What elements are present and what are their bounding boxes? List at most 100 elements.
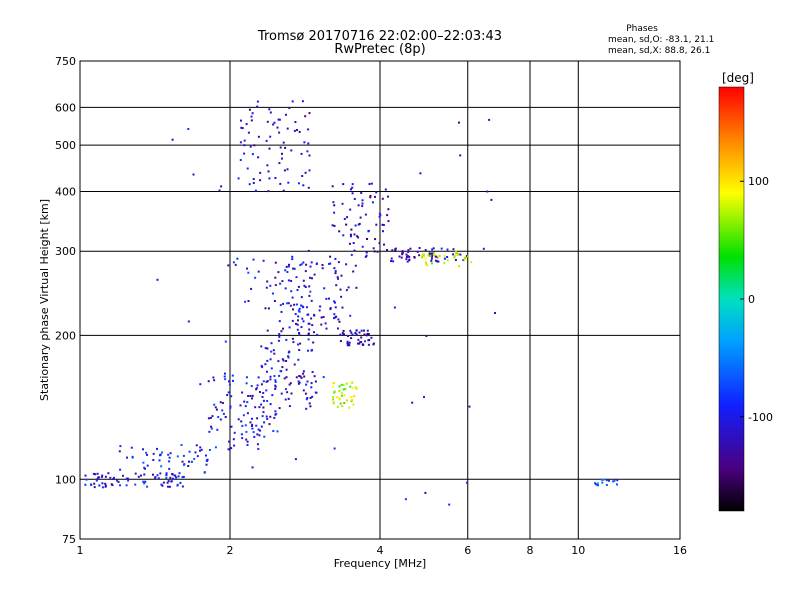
data-point: [143, 466, 146, 469]
data-point: [271, 394, 274, 397]
data-point: [245, 430, 248, 433]
data-point: [342, 388, 345, 391]
data-point: [256, 105, 259, 108]
data-point: [307, 313, 310, 316]
data-point: [361, 199, 364, 202]
data-point: [334, 257, 337, 260]
data-point: [355, 333, 358, 336]
data-point: [421, 254, 423, 257]
colorbar-tick-label: 100: [748, 175, 769, 188]
data-point: [405, 253, 408, 256]
data-point: [169, 476, 172, 479]
data-point: [278, 131, 281, 134]
data-point: [309, 265, 312, 268]
data-point: [345, 263, 348, 266]
data-point: [364, 213, 367, 216]
data-point: [302, 370, 305, 373]
data-point: [249, 394, 252, 397]
data-point: [222, 412, 225, 415]
data-point: [299, 342, 302, 345]
data-point: [267, 190, 270, 193]
y-tick-label: 100: [55, 473, 76, 486]
data-point: [292, 267, 295, 270]
data-point: [332, 398, 335, 401]
data-point: [311, 395, 314, 398]
data-point: [382, 230, 384, 233]
data-point: [137, 475, 140, 478]
data-point: [351, 399, 354, 401]
data-point: [266, 400, 269, 402]
data-point: [349, 329, 352, 332]
data-point: [239, 159, 242, 161]
data-point: [251, 112, 254, 115]
data-point: [224, 416, 227, 418]
data-point: [274, 410, 277, 413]
data-point: [351, 387, 354, 389]
data-point: [338, 390, 341, 392]
data-point: [101, 486, 104, 489]
data-point: [310, 261, 313, 264]
data-point: [440, 247, 443, 250]
data-point: [208, 449, 211, 451]
data-point: [240, 420, 243, 423]
colorbar-tick-label: 0: [748, 293, 755, 306]
data-point: [294, 458, 297, 461]
data-point: [260, 383, 263, 386]
data-point: [311, 371, 314, 373]
y-axis-ticks: 75 100 200 300 400 500 600 750: [55, 55, 76, 546]
data-point: [266, 164, 269, 167]
data-point: [324, 322, 327, 325]
data-point: [259, 429, 262, 432]
data-point: [361, 343, 364, 346]
data-point: [616, 483, 618, 486]
data-point: [333, 391, 336, 394]
data-point: [160, 483, 163, 486]
data-point: [600, 478, 603, 481]
data-point: [329, 262, 332, 265]
data-point: [224, 372, 226, 375]
data-point: [378, 242, 381, 245]
data-point: [274, 276, 277, 279]
data-point: [232, 261, 235, 264]
data-point: [295, 376, 298, 379]
data-point: [305, 263, 308, 266]
data-point: [247, 395, 250, 397]
data-point: [367, 333, 370, 335]
data-point: [302, 389, 305, 392]
data-point: [200, 448, 203, 451]
data-point: [100, 475, 103, 478]
data-point: [181, 485, 184, 488]
data-point: [93, 482, 96, 485]
data-point: [304, 286, 307, 288]
data-point: [168, 460, 171, 463]
data-point: [333, 447, 336, 450]
data-point: [287, 355, 290, 358]
data-point: [165, 476, 168, 479]
data-point: [196, 455, 199, 458]
data-point: [408, 258, 411, 261]
data-point: [224, 378, 227, 381]
data-point: [286, 391, 289, 394]
data-point: [339, 340, 342, 343]
data-point: [371, 201, 374, 204]
data-point: [425, 261, 427, 264]
data-point: [178, 472, 181, 475]
data-point: [293, 129, 296, 132]
data-point: [345, 382, 348, 385]
data-point: [331, 224, 334, 227]
data-point: [293, 363, 296, 366]
data-point: [342, 329, 345, 332]
data-point: [161, 451, 164, 454]
data-point: [126, 477, 129, 480]
data-point: [282, 302, 285, 305]
data-point: [266, 329, 269, 332]
data-point: [168, 456, 171, 459]
data-point: [131, 455, 134, 458]
data-point: [277, 271, 280, 274]
data-point: [281, 280, 284, 283]
data-point: [232, 438, 235, 441]
x-axis-label: Frequency [MHz]: [334, 557, 426, 570]
data-point: [143, 473, 146, 476]
data-point: [257, 156, 260, 159]
